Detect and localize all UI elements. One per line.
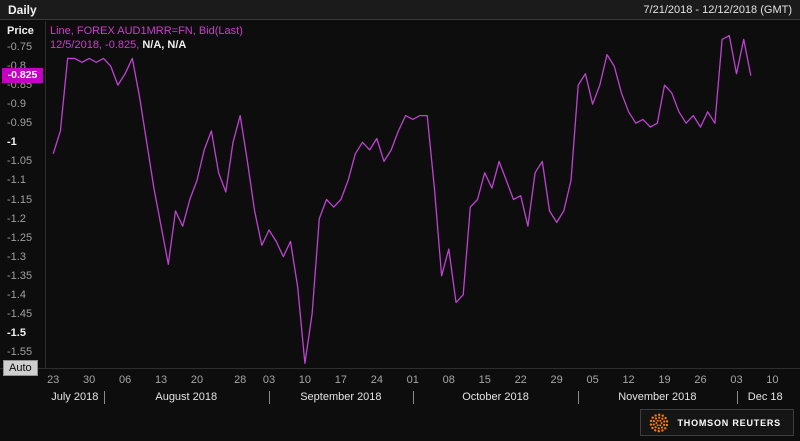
interval-label: Daily xyxy=(8,2,37,17)
y-axis-tick-label: -1.1 xyxy=(7,174,26,187)
x-axis-tick-label: 22 xyxy=(514,374,527,386)
x-axis-month-label: August 2018 xyxy=(155,391,218,403)
x-axis-tick-label: 28 xyxy=(234,374,247,386)
chart-plot-area[interactable] xyxy=(45,21,794,368)
y-axis-tick-label: -1.5 xyxy=(7,326,26,339)
y-axis-tick-label: -1.2 xyxy=(7,212,26,225)
y-axis-tick-label: -1.35 xyxy=(7,269,33,282)
x-axis-tick-label: 26 xyxy=(694,374,707,386)
x-axis-tick-label: 10 xyxy=(766,374,779,386)
y-axis-tick-label: -0.75 xyxy=(7,41,33,53)
y-axis-tick-label: -1.55 xyxy=(7,346,33,358)
x-axis-month-label: November 2018 xyxy=(618,391,697,403)
x-axis-tick-label: 06 xyxy=(118,374,132,386)
last-price-badge: -0.825 xyxy=(2,68,43,84)
y-axis-title: Price xyxy=(7,25,34,37)
y-axis-tick-label: -0.9 xyxy=(7,98,26,111)
legend-last-values: 12/5/2018, -0.825, N/A, N/A xyxy=(50,38,243,52)
x-axis-tick-label: 10 xyxy=(298,374,312,386)
y-axis-tick-label: -1.25 xyxy=(7,231,33,244)
y-axis-tick-label: -1.3 xyxy=(7,250,26,263)
y-axis-tick-label: -1.05 xyxy=(7,155,33,168)
x-axis-month-label: July 2018 xyxy=(51,391,99,403)
chart-legend: Line, FOREX AUD1MRR=FN, Bid(Last) 12/5/2… xyxy=(50,24,243,52)
y-axis-tick-label: -1.45 xyxy=(7,307,33,320)
x-axis-tick-label: 29 xyxy=(550,374,563,386)
chart-titlebar: Daily 7/21/2018 - 12/12/2018 (GMT) xyxy=(0,0,800,20)
thomson-reuters-sunburst-icon xyxy=(650,413,669,432)
thomson-reuters-logo: THOMSON REUTERS xyxy=(640,409,794,436)
x-axis-month-label: September 2018 xyxy=(300,391,382,403)
x-axis-tick-label: 24 xyxy=(370,374,383,386)
brand-label: THOMSON REUTERS xyxy=(677,417,781,428)
x-axis: 23 30 06 13 20 28 03 10 17 24 01 08 15 22 29 05 12 19 26 03… xyxy=(0,368,800,441)
x-axis-tick-label: 17 xyxy=(334,374,347,386)
x-axis-tick-label: 13 xyxy=(154,374,168,386)
y-axis-tick-label: -1 xyxy=(7,136,17,149)
y-axis-tick-label: -1.15 xyxy=(7,193,33,206)
month-separator xyxy=(578,391,580,404)
auto-scale-button[interactable]: Auto xyxy=(3,360,38,376)
x-axis-month-label: October 2018 xyxy=(462,391,529,403)
legend-series-label: Line, FOREX AUD1MRR=FN, Bid(Last) xyxy=(50,25,243,37)
x-axis-tick-label: 15 xyxy=(478,374,491,386)
x-axis-tick-label: 12 xyxy=(622,374,635,386)
month-separator xyxy=(736,391,738,404)
x-axis-tick-label: 05 xyxy=(586,374,599,386)
y-axis-tick-label: -0.95 xyxy=(7,117,33,130)
legend-na-values: N/A, N/A xyxy=(139,39,187,51)
legend-last-price: 12/5/2018, -0.825, xyxy=(50,39,140,51)
x-axis-tick-label: 08 xyxy=(442,374,455,386)
month-separator xyxy=(103,391,105,404)
x-axis-tick-label: 19 xyxy=(658,374,671,386)
x-axis-tick-label: 23 xyxy=(47,374,60,386)
x-axis-tick-label: 30 xyxy=(83,374,96,386)
x-axis-tick-label: 03 xyxy=(730,374,743,386)
x-axis-month-label: Dec 18 xyxy=(747,391,783,403)
x-axis-tick-label: 03 xyxy=(262,374,276,386)
date-range-label: 7/21/2018 - 12/12/2018 (GMT) xyxy=(643,3,792,16)
y-axis-tick-label: -1.4 xyxy=(7,288,26,301)
month-separator xyxy=(269,391,270,404)
x-axis-tick-label: 20 xyxy=(190,374,204,386)
month-separator xyxy=(412,391,414,404)
x-axis-tick-label: 01 xyxy=(406,374,419,386)
